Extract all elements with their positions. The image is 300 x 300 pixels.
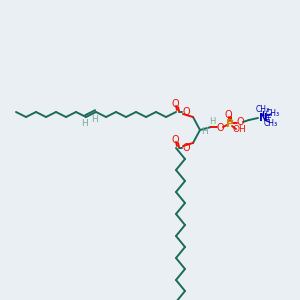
Text: P: P: [226, 119, 234, 129]
Text: CH₃: CH₃: [266, 109, 280, 118]
Text: O: O: [224, 110, 232, 120]
Text: N: N: [259, 113, 267, 123]
Text: O: O: [236, 117, 244, 127]
Text: H: H: [82, 119, 88, 128]
Text: O: O: [171, 99, 179, 109]
Text: H: H: [92, 115, 98, 124]
Text: O: O: [182, 143, 190, 153]
Text: CH₃: CH₃: [256, 104, 270, 113]
Text: H: H: [202, 127, 208, 136]
Text: CH₃: CH₃: [264, 119, 278, 128]
Text: O: O: [171, 135, 179, 145]
Text: H: H: [209, 118, 215, 127]
Text: OH: OH: [232, 125, 246, 134]
Text: O: O: [182, 107, 190, 117]
Text: +: +: [265, 112, 272, 122]
Text: O: O: [216, 123, 224, 133]
